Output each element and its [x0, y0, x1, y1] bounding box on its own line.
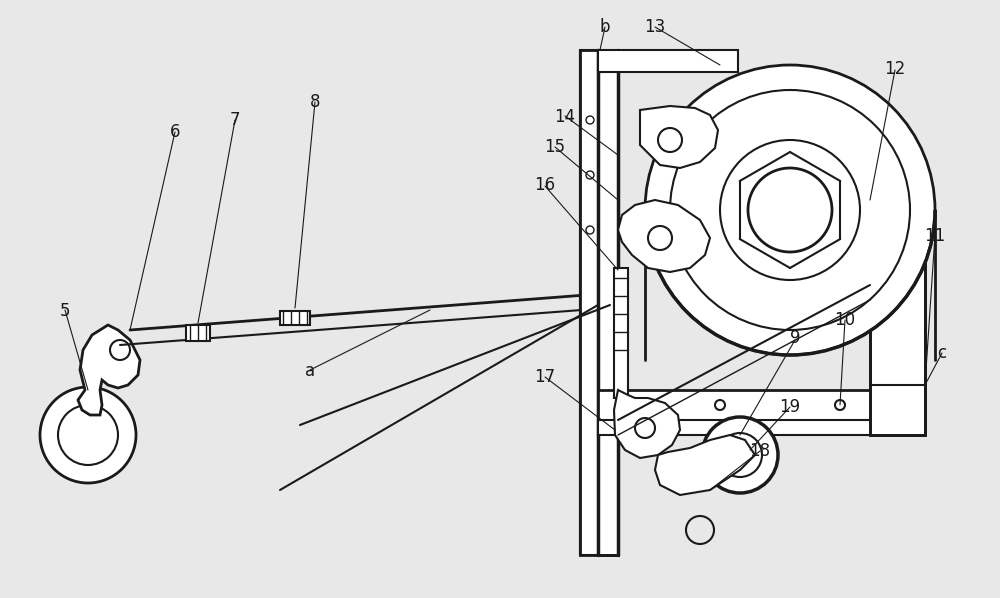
Text: 8: 8 [310, 93, 320, 111]
Text: a: a [305, 362, 315, 380]
Bar [186, 325, 210, 341]
Bar [580, 50, 618, 555]
Polygon shape [640, 106, 718, 168]
Circle shape [40, 387, 136, 483]
Text: 19: 19 [779, 398, 801, 416]
Text: 13: 13 [644, 18, 666, 36]
Text: c: c [937, 344, 947, 362]
Text: 6: 6 [170, 123, 180, 141]
Bar [598, 50, 618, 555]
Text: 11: 11 [924, 227, 946, 245]
Text: 7: 7 [230, 111, 240, 129]
Circle shape [702, 417, 778, 493]
Polygon shape [614, 390, 680, 458]
Text: 16: 16 [534, 176, 556, 194]
Bar [614, 268, 628, 398]
Polygon shape [78, 325, 140, 415]
Bar [280, 311, 310, 325]
Text: 9: 9 [790, 329, 800, 347]
Circle shape [645, 65, 935, 355]
Bar [870, 200, 925, 435]
Text: 15: 15 [544, 138, 566, 155]
Text: 14: 14 [554, 108, 576, 126]
Bar [598, 50, 738, 72]
Text: 17: 17 [534, 368, 556, 386]
Polygon shape [618, 200, 710, 272]
Bar [580, 50, 618, 555]
Text: 12: 12 [884, 60, 906, 78]
Text: b: b [600, 18, 610, 36]
Polygon shape [655, 435, 755, 495]
Text: 10: 10 [834, 311, 856, 329]
Circle shape [748, 168, 832, 252]
Bar [598, 420, 878, 435]
Text: 18: 18 [749, 443, 771, 460]
Bar [580, 50, 598, 555]
Text: 5: 5 [60, 302, 70, 320]
Bar [598, 390, 878, 420]
